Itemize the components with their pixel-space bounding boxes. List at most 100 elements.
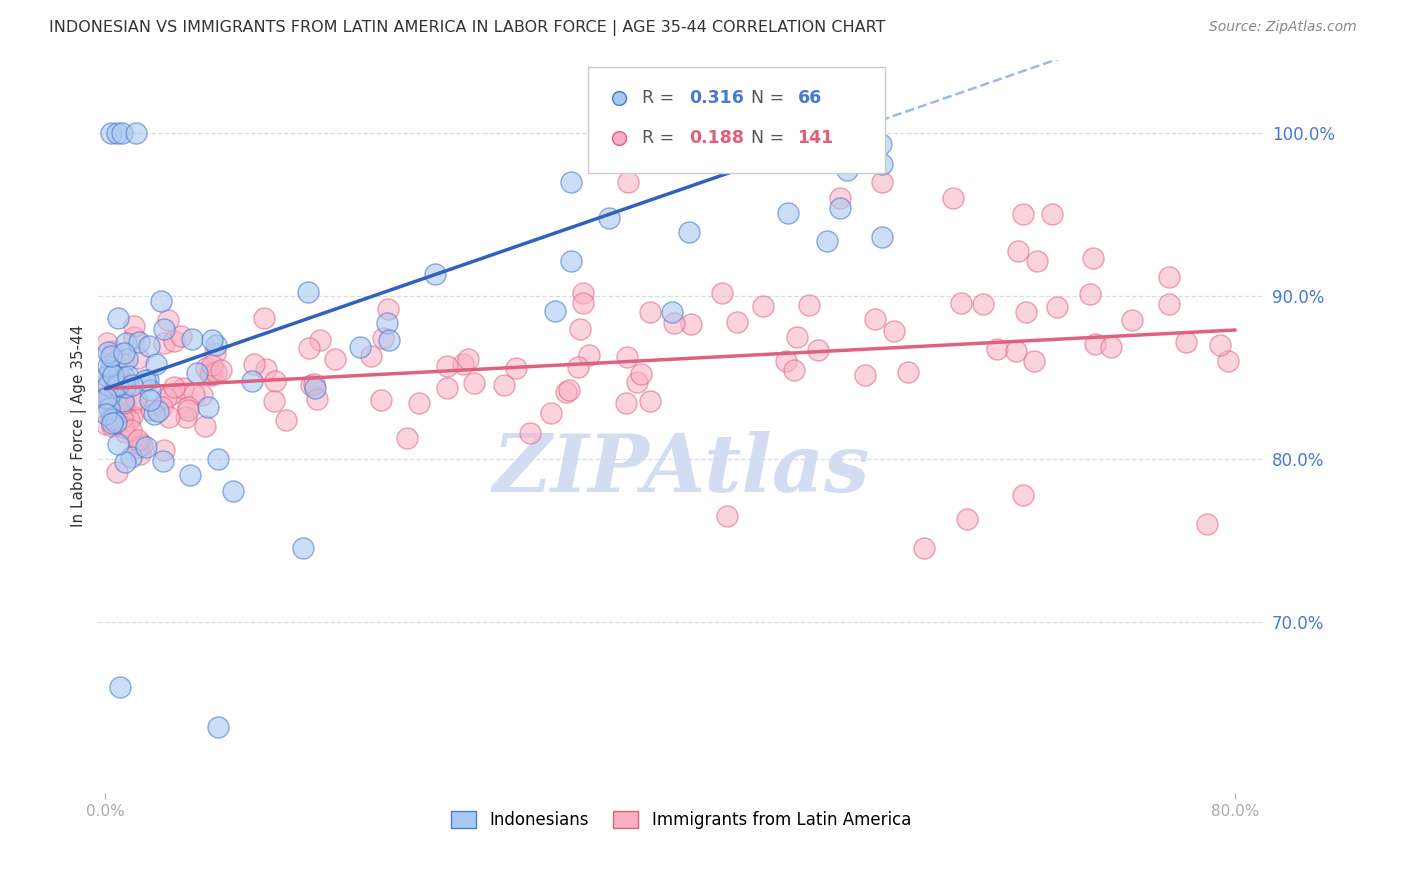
Point — [103, 368, 125, 382]
Point — [101, 387, 124, 401]
Point — [197, 401, 219, 415]
Point — [105, 126, 128, 140]
Point — [112, 394, 135, 409]
Point — [617, 175, 640, 189]
Point — [125, 392, 148, 406]
Point — [786, 330, 808, 344]
Point — [274, 413, 297, 427]
Point — [744, 143, 766, 157]
Point — [572, 286, 595, 301]
Point — [870, 157, 893, 171]
Point — [710, 285, 733, 300]
Text: R =: R = — [643, 89, 681, 107]
Legend: Indonesians, Immigrants from Latin America: Indonesians, Immigrants from Latin Ameri… — [444, 804, 918, 836]
Point — [883, 324, 905, 338]
Point — [194, 360, 217, 375]
Point — [121, 378, 143, 392]
Point — [121, 409, 143, 424]
Point — [183, 387, 205, 401]
Point — [1121, 313, 1143, 327]
Point — [157, 409, 180, 424]
Point — [370, 392, 392, 407]
Point — [626, 376, 648, 390]
Point — [114, 455, 136, 469]
Point — [972, 297, 994, 311]
Point — [1099, 340, 1122, 354]
Point — [725, 315, 748, 329]
Point — [640, 394, 662, 409]
Point — [325, 351, 347, 366]
Point — [145, 357, 167, 371]
Text: N =: N = — [751, 129, 790, 147]
Point — [174, 410, 197, 425]
Point — [1005, 343, 1028, 358]
Point — [96, 335, 118, 350]
Point — [97, 378, 120, 392]
Text: 0.316: 0.316 — [689, 89, 744, 107]
Point — [572, 296, 595, 310]
Point — [177, 401, 200, 415]
Point — [96, 417, 118, 431]
Point — [98, 363, 121, 377]
Point — [1195, 516, 1218, 531]
Point — [117, 352, 139, 367]
Point — [396, 431, 419, 445]
Point — [127, 351, 149, 366]
Point — [661, 305, 683, 319]
Point — [98, 397, 121, 411]
Point — [408, 395, 430, 409]
Point — [870, 175, 893, 189]
Point — [242, 357, 264, 371]
Point — [853, 368, 876, 383]
Text: 141: 141 — [797, 129, 834, 147]
Point — [436, 380, 458, 394]
Point — [170, 329, 193, 343]
Text: ZIPAtlas: ZIPAtlas — [492, 432, 869, 508]
Point — [425, 268, 447, 282]
Point — [146, 403, 169, 417]
Point — [776, 206, 799, 220]
Point — [783, 363, 806, 377]
Point — [105, 465, 128, 479]
Point — [101, 368, 124, 383]
Point — [129, 447, 152, 461]
Point — [207, 451, 229, 466]
Point — [578, 348, 600, 362]
Point — [371, 331, 394, 345]
Point — [201, 368, 224, 382]
Point — [172, 381, 194, 395]
Point — [377, 301, 399, 316]
Point — [292, 541, 315, 556]
Point — [111, 374, 134, 388]
Text: R =: R = — [643, 129, 681, 147]
Point — [543, 304, 565, 318]
Point — [107, 387, 129, 401]
Point — [129, 436, 152, 450]
Point — [134, 373, 156, 387]
Point — [111, 420, 134, 434]
Point — [205, 366, 228, 380]
Point — [159, 386, 181, 401]
Text: 66: 66 — [797, 89, 821, 107]
Point — [252, 310, 274, 325]
Point — [150, 294, 173, 309]
Point — [298, 341, 321, 355]
Point — [122, 319, 145, 334]
Text: INDONESIAN VS IMMIGRANTS FROM LATIN AMERICA IN LABOR FORCE | AGE 35-44 CORRELATI: INDONESIAN VS IMMIGRANTS FROM LATIN AMER… — [49, 20, 886, 36]
Point — [101, 370, 124, 384]
Point — [115, 335, 138, 350]
Point — [1174, 335, 1197, 350]
Point — [150, 401, 173, 415]
Point — [914, 541, 936, 556]
Text: N =: N = — [751, 89, 790, 107]
Point — [186, 366, 208, 380]
Point — [378, 333, 401, 347]
Point — [560, 175, 582, 189]
Point — [837, 163, 859, 178]
Point — [1012, 487, 1035, 501]
Point — [100, 411, 122, 425]
Point — [201, 333, 224, 347]
Point — [616, 350, 638, 364]
Point — [105, 378, 128, 392]
Point — [304, 376, 326, 391]
